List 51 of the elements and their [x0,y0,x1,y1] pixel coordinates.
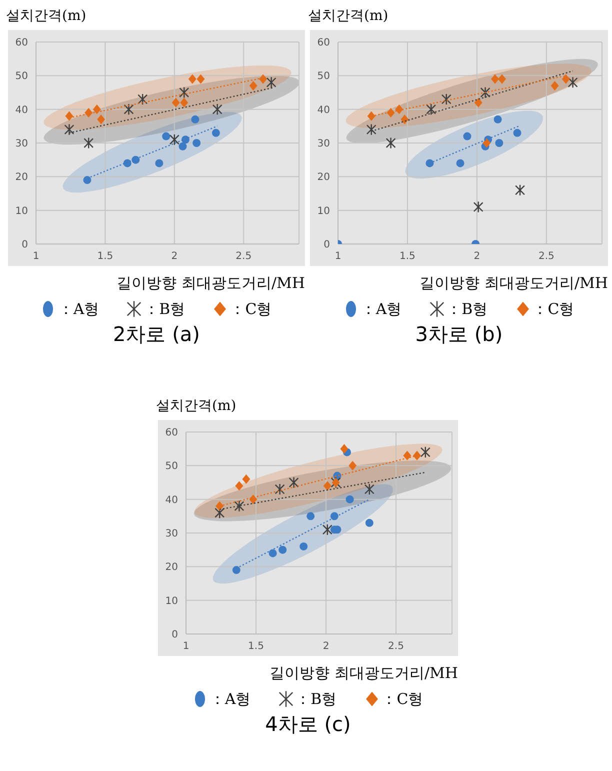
y-tick-label: 30 [317,138,330,150]
legend-label: ：B형 [296,690,337,708]
y-axis-title: 설치간격(m) [6,7,88,26]
y-tick-label: 50 [165,461,178,472]
x-tick-label: 1 [32,251,40,262]
legend-label: ：A형 [360,300,402,318]
y-tick-label: 50 [317,71,330,82]
y-tick-label: 60 [15,38,28,49]
y-tick-label: 30 [165,528,178,540]
x-tick-label: 1 [334,251,342,262]
y-tick-label: 20 [317,172,330,184]
text: 3차로 (b) [414,321,504,348]
y-tick-label: 10 [317,206,330,217]
x-tick-label: 1.5 [97,251,114,262]
x-tick-label: 1 [182,641,190,652]
x-tick-label: 1.5 [248,641,264,652]
x-tick-label: 2.5 [236,251,252,262]
y-tick-label: 20 [15,172,28,184]
legend-label: ：A형 [58,300,100,318]
legend-label: ：B형 [446,300,488,318]
y-tick-label: 30 [15,138,28,150]
x-axis-title: 길이방향 최대광도거리/MH [116,274,305,293]
y-tick-label: 20 [165,562,178,574]
y-tick-label: 60 [317,38,330,49]
legend-label: ：C형 [230,300,272,318]
legend-label: ：C형 [382,690,424,708]
y-tick-label: 60 [165,428,178,439]
y-tick-label: 50 [15,71,28,82]
x-tick-label: 1.5 [400,251,416,262]
x-axis-title: 길이방향 최대광도거리/MH [418,274,608,293]
y-tick-label: 40 [15,104,28,116]
y-tick-label: 40 [165,494,178,506]
text: 4차로 (c) [264,711,352,738]
y-tick-label: 10 [15,206,28,217]
y-tick-label: 10 [165,596,178,607]
legend-label: ：A형 [210,690,251,708]
y-tick-label: 0 [172,630,178,641]
y-tick-label: 0 [324,240,330,251]
x-tick-label: 2 [474,251,480,262]
x-tick-label: 2 [171,251,178,262]
y-tick-label: 0 [22,240,28,251]
x-axis-title: 길이방향 최대광도거리/MH [268,664,458,683]
legend-label: ：C형 [532,300,574,318]
y-axis-title: 설치간격(m) [308,7,390,26]
legend-label: ：B형 [144,300,186,318]
y-tick-label: 40 [317,104,330,116]
x-tick-label: 2 [322,641,330,652]
x-tick-label: 2.5 [538,251,554,262]
text: 2차로 (a) [112,321,201,348]
x-tick-label: 2.5 [388,641,404,652]
y-axis-title: 설치간격(m) [156,397,238,416]
